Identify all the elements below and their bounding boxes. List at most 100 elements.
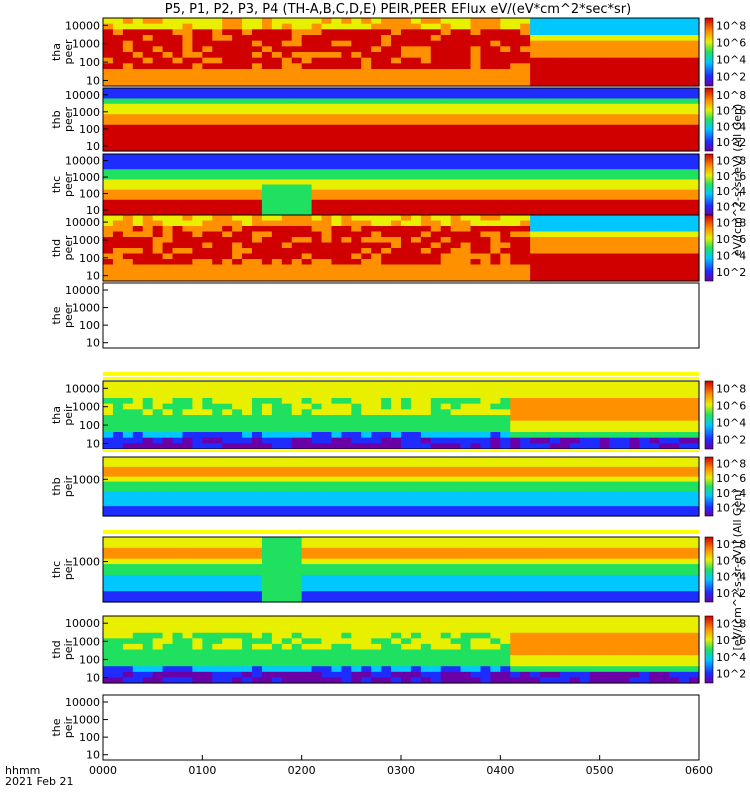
- spectrogram-cell: [182, 542, 193, 549]
- spectrogram-cell: [579, 40, 591, 47]
- spectrogram-cell: [540, 466, 551, 473]
- spectrogram-cell: [589, 264, 601, 271]
- spectrogram-cell: [142, 569, 154, 576]
- spectrogram-cell: [629, 18, 640, 25]
- spectrogram-cell: [281, 496, 293, 502]
- spectrogram-cell: [659, 18, 670, 25]
- spectrogram-cell: [440, 476, 452, 483]
- spectrogram-cell: [649, 164, 660, 170]
- spectrogram-cell: [470, 174, 482, 181]
- spectrogram-cell: [619, 194, 631, 201]
- spectrogram-cell: [361, 476, 372, 483]
- spectrogram-cell: [450, 547, 462, 554]
- spectrogram-cell: [659, 381, 670, 388]
- spectrogram-cell: [420, 415, 432, 422]
- spectrogram-cell: [341, 169, 352, 175]
- spectrogram-cell: [381, 553, 392, 560]
- spectrogram-cell: [122, 57, 134, 64]
- spectrogram-cell: [112, 103, 124, 110]
- spectrogram-cell: [679, 164, 690, 170]
- spectrogram-cell: [559, 80, 571, 87]
- spectrogram-cell: [639, 98, 650, 105]
- spectrogram-cell: [202, 93, 213, 100]
- spectrogram-cell: [142, 501, 154, 507]
- spectrogram-cell: [391, 476, 402, 483]
- spectrogram-cell: [450, 501, 462, 507]
- spectrogram-cell: [182, 194, 193, 201]
- spectrogram-cell: [291, 259, 303, 266]
- spectrogram-cell: [222, 432, 233, 439]
- spectrogram-cell: [261, 23, 273, 30]
- spectrogram-cell: [311, 275, 323, 282]
- spectrogram-cell: [629, 392, 640, 399]
- spectrogram-cell: [649, 40, 660, 47]
- spectrogram-cell: [619, 392, 631, 399]
- spectrogram-cell: [510, 179, 521, 186]
- spectrogram-cell: [331, 437, 342, 444]
- spectrogram-cell: [361, 174, 372, 181]
- spectrogram-cell: [430, 403, 442, 410]
- spectrogram-cell: [559, 506, 571, 512]
- spectrogram-cell: [579, 420, 591, 427]
- spectrogram-cell: [589, 199, 601, 206]
- spectrogram-cell: [430, 130, 442, 136]
- spectrogram-cell: [559, 542, 571, 549]
- spectrogram-cell: [212, 124, 223, 131]
- spectrogram-cell: [132, 596, 144, 603]
- spectrogram-cell: [530, 558, 541, 565]
- spectrogram-cell: [152, 119, 164, 126]
- spectrogram-cell: [391, 103, 402, 110]
- spectrogram-cell: [152, 74, 164, 81]
- spectrogram-cell: [679, 443, 690, 450]
- spectrogram-cell: [410, 140, 422, 147]
- spectrogram-cell: [291, 169, 303, 175]
- spectrogram-cell: [410, 98, 422, 105]
- spectrogram-cell: [689, 242, 700, 249]
- spectrogram-cell: [579, 80, 591, 87]
- spectrogram-cell: [371, 491, 382, 497]
- spectrogram-cell: [122, 114, 134, 121]
- spectrogram-cell: [530, 415, 541, 422]
- spectrogram-cell: [520, 88, 531, 94]
- spectrogram-cell: [212, 29, 223, 36]
- spectrogram-cell: [609, 403, 621, 410]
- spectrogram-cell: [689, 159, 700, 165]
- spectrogram-cell: [311, 189, 323, 196]
- spectrogram-cell: [589, 476, 601, 483]
- spectrogram-cell: [122, 35, 134, 42]
- spectrogram-cell: [152, 432, 164, 439]
- spectrogram-cell: [252, 220, 263, 227]
- spectrogram-cell: [341, 457, 352, 463]
- spectrogram-cell: [142, 184, 154, 191]
- spectrogram-cell: [490, 189, 501, 196]
- spectrogram-cell: [599, 253, 611, 260]
- spectrogram-cell: [530, 164, 541, 170]
- spectrogram-cell: [470, 98, 482, 105]
- spectrogram-cell: [202, 57, 213, 64]
- spectrogram-cell: [430, 140, 442, 147]
- spectrogram-cell: [430, 74, 442, 81]
- spectrogram-cell: [550, 46, 561, 53]
- spectrogram-cell: [530, 461, 541, 468]
- spectrogram-cell: [232, 40, 243, 47]
- spectrogram-cell: [679, 204, 690, 211]
- spectrogram-cell: [530, 119, 541, 126]
- spectrogram-cell: [291, 471, 303, 478]
- spectrogram-cell: [500, 169, 511, 175]
- spectrogram-cell: [550, 542, 561, 549]
- spectrogram-cell: [569, 466, 581, 473]
- spectrogram-cell: [579, 248, 591, 255]
- spectrogram-cell: [122, 506, 134, 512]
- spectrogram-cell: [490, 506, 501, 512]
- spectrogram-cell: [619, 461, 631, 468]
- spectrogram-cell: [559, 564, 571, 571]
- spectrogram-cell: [142, 564, 154, 571]
- spectrogram-cell: [172, 491, 184, 497]
- spectrogram-cell: [371, 18, 382, 25]
- spectrogram-cell: [619, 98, 631, 105]
- spectrogram-cell: [639, 461, 650, 468]
- spectrogram-cell: [639, 88, 650, 94]
